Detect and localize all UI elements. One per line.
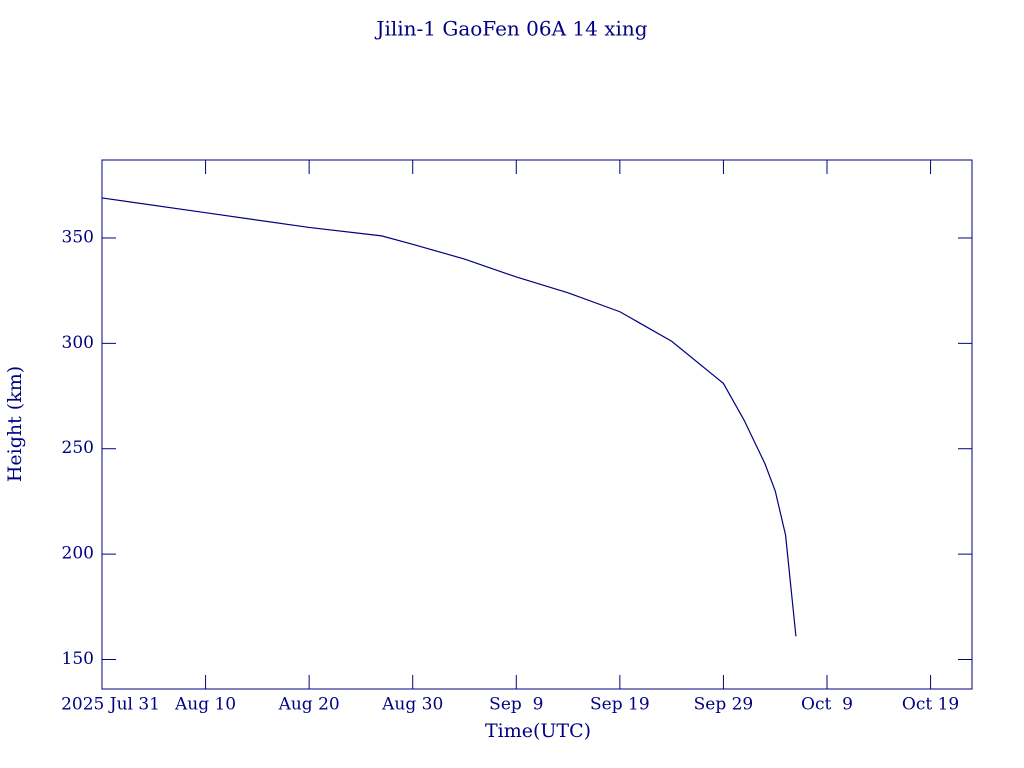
- x-tick-label: 2025 Jul 31: [61, 695, 160, 715]
- chart-title: Jilin-1 GaoFen 06A 14 xing: [374, 17, 647, 41]
- x-tick-label: Aug 20: [278, 695, 340, 715]
- x-tick-label: Sep 29: [694, 695, 754, 715]
- plot-frame: [101, 159, 973, 690]
- y-tick-label: 250: [62, 438, 94, 458]
- y-tick-label: 150: [62, 649, 94, 669]
- x-tick-label: Sep 19: [590, 695, 650, 715]
- data-line: [101, 197, 797, 637]
- y-tick-label: 350: [62, 227, 94, 247]
- x-tick-label: Sep 9: [489, 695, 543, 715]
- x-axis-label: Time(UTC): [485, 720, 591, 742]
- y-axis-label: Height (km): [4, 366, 26, 482]
- y-tick-label: 300: [62, 333, 94, 353]
- y-tick-label: 200: [62, 544, 94, 564]
- x-tick-label: Oct 19: [902, 695, 959, 715]
- x-tick-label: Aug 10: [174, 695, 236, 715]
- x-tick-label: Aug 30: [381, 695, 443, 715]
- x-tick-label: Oct 9: [801, 695, 853, 715]
